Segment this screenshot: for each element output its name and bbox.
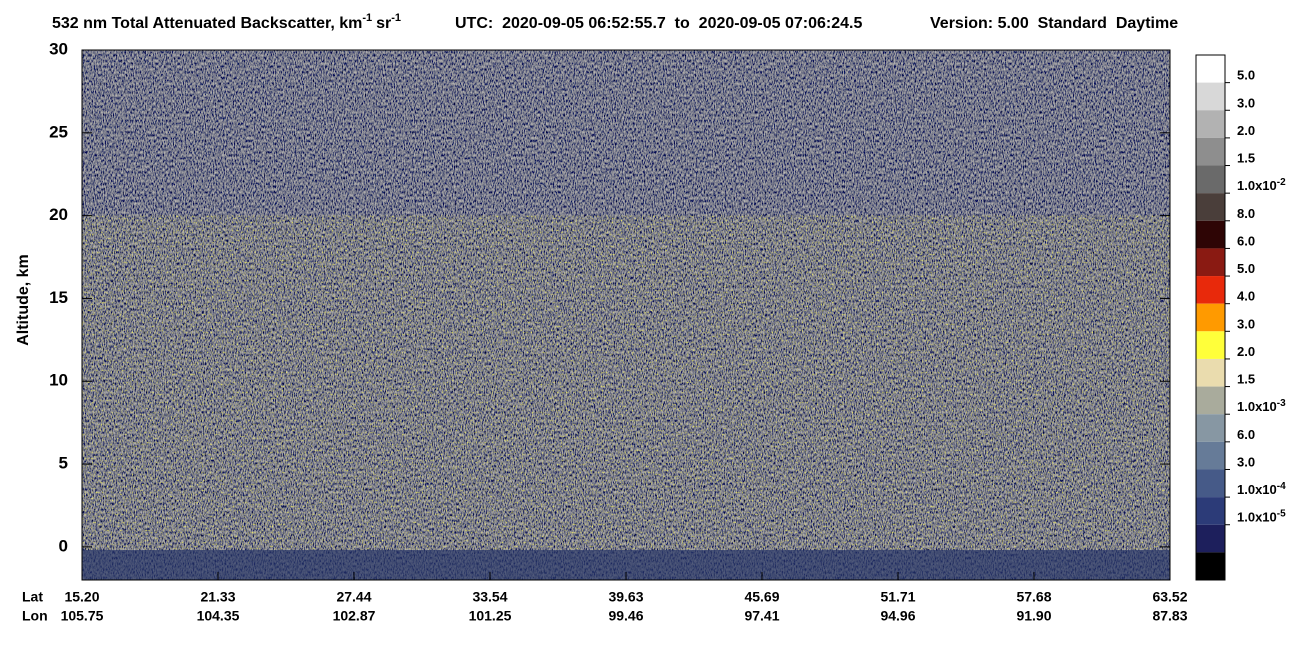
colorbar-label-text: 3.0 bbox=[1237, 455, 1255, 470]
colorbar-swatch bbox=[1196, 55, 1225, 83]
colorbar-swatch bbox=[1196, 276, 1225, 304]
colorbar-label-text: 1.5 bbox=[1237, 151, 1255, 166]
colorbar-label-text: 2.0 bbox=[1237, 123, 1255, 138]
colorbar-label-text: 6.0 bbox=[1237, 234, 1255, 249]
x-tick-label: 51.71 bbox=[880, 589, 915, 605]
x-tick-label: 21.33 bbox=[200, 589, 235, 605]
colorbar-swatch bbox=[1196, 524, 1225, 553]
colorbar-label: 6.0 bbox=[1237, 427, 1255, 442]
chart-title: 532 nm Total Attenuated Backscatter, km-… bbox=[52, 12, 401, 32]
colorbar-swatch bbox=[1196, 386, 1225, 415]
y-tick-label: 5 bbox=[59, 454, 68, 473]
y-tick-label: 25 bbox=[49, 122, 68, 141]
colorbar-label: 1.0x10-4 bbox=[1237, 481, 1286, 498]
colorbar-frame bbox=[1195, 54, 1226, 581]
colorbar-label: 3.0 bbox=[1237, 317, 1255, 332]
colorbar-swatch bbox=[1196, 193, 1225, 221]
colorbar-swatch bbox=[1196, 165, 1225, 194]
x-tick-label: 104.35 bbox=[197, 608, 240, 624]
backscatter-image bbox=[82, 50, 1170, 580]
colorbar-label: 5.0 bbox=[1237, 261, 1255, 276]
colorbar-label-exponent: -5 bbox=[1277, 508, 1286, 519]
colorbar-label: 5.0 bbox=[1237, 68, 1255, 83]
colorbar-label-text: 2.0 bbox=[1237, 344, 1255, 359]
y-tick-label: 15 bbox=[49, 288, 68, 307]
x-tick-label: 57.68 bbox=[1016, 589, 1051, 605]
x-tick-label: 102.87 bbox=[333, 608, 376, 624]
x-row-name: Lon bbox=[22, 608, 48, 624]
y-tick-label: 10 bbox=[49, 371, 68, 390]
colorbar-label-text: 1.0x10 bbox=[1237, 510, 1277, 525]
colorbar-swatch bbox=[1196, 303, 1225, 332]
x-tick-label: 63.52 bbox=[1152, 589, 1187, 605]
colorbar-label-exponent: -3 bbox=[1277, 398, 1286, 409]
colorbar-label-text: 1.0x10 bbox=[1237, 400, 1277, 415]
time-range: UTC: 2020-09-05 06:52:55.7 to 2020-09-05… bbox=[455, 15, 862, 32]
colorbar-label-text: 6.0 bbox=[1237, 427, 1255, 442]
colorbar-label-text: 1.0x10 bbox=[1237, 179, 1277, 194]
y-tick-label: 30 bbox=[49, 39, 68, 58]
colorbar-label-text: 5.0 bbox=[1237, 261, 1255, 276]
colorbar-label-text: 1.5 bbox=[1237, 372, 1255, 387]
x-tick-label: 87.83 bbox=[1152, 608, 1187, 624]
x-tick-label: 97.41 bbox=[744, 608, 779, 624]
x-tick-label: 27.44 bbox=[336, 589, 371, 605]
colorbar-label: 1.5 bbox=[1237, 151, 1255, 166]
x-tick-label: 105.75 bbox=[61, 608, 104, 624]
colorbar-label-text: 1.0x10 bbox=[1237, 483, 1277, 498]
colorbar-swatch bbox=[1196, 331, 1225, 359]
x-tick-label: 33.54 bbox=[472, 589, 507, 605]
colorbar-swatch bbox=[1196, 358, 1225, 387]
colorbar-label: 4.0 bbox=[1237, 289, 1255, 304]
x-tick-label: 101.25 bbox=[469, 608, 512, 624]
colorbar-label-exponent: -4 bbox=[1277, 481, 1286, 492]
x-row-name: Lat bbox=[22, 589, 43, 605]
colorbar-label: 1.0x10-2 bbox=[1237, 177, 1286, 194]
colorbar-label: 6.0 bbox=[1237, 234, 1255, 249]
colorbar-label-exponent: -2 bbox=[1277, 177, 1286, 188]
colorbar-swatch bbox=[1196, 469, 1225, 498]
colorbar-label-text: 8.0 bbox=[1237, 206, 1255, 221]
colorbar-swatch bbox=[1196, 552, 1225, 580]
colorbar-swatch bbox=[1196, 220, 1225, 249]
colorbar-swatch bbox=[1196, 82, 1225, 111]
y-tick-label: 20 bbox=[49, 205, 68, 224]
colorbar-label: 3.0 bbox=[1237, 96, 1255, 111]
x-tick-label: 45.69 bbox=[744, 589, 779, 605]
x-tick-label: 15.20 bbox=[64, 589, 99, 605]
colorbar-swatch bbox=[1196, 441, 1225, 470]
version: Version: 5.00 Standard Daytime bbox=[930, 15, 1178, 32]
colorbar-swatch bbox=[1196, 110, 1225, 138]
y-tick-label: 0 bbox=[59, 536, 68, 555]
colorbar-swatch bbox=[1196, 137, 1225, 166]
colorbar-label-text: 5.0 bbox=[1237, 68, 1255, 83]
colorbar-swatch bbox=[1196, 248, 1225, 277]
colorbar-label: 2.0 bbox=[1237, 344, 1255, 359]
colorbar-swatch bbox=[1196, 414, 1225, 442]
colorbar-label: 1.0x10-3 bbox=[1237, 398, 1286, 415]
colorbar-label: 8.0 bbox=[1237, 206, 1255, 221]
colorbar-swatch bbox=[1196, 497, 1225, 525]
colorbar-label-text: 3.0 bbox=[1237, 96, 1255, 111]
x-tick-label: 91.90 bbox=[1016, 608, 1051, 624]
y-axis-label: Altitude, km bbox=[15, 254, 32, 346]
colorbar-label-text: 4.0 bbox=[1237, 289, 1255, 304]
colorbar-label: 3.0 bbox=[1237, 455, 1255, 470]
colorbar-label: 1.5 bbox=[1237, 372, 1255, 387]
x-tick-label: 94.96 bbox=[880, 608, 915, 624]
colorbar-label: 1.0x10-5 bbox=[1237, 508, 1286, 525]
x-tick-label: 39.63 bbox=[608, 589, 643, 605]
colorbar-label: 2.0 bbox=[1237, 123, 1255, 138]
colorbar-label-text: 3.0 bbox=[1237, 317, 1255, 332]
x-tick-label: 99.46 bbox=[608, 608, 643, 624]
